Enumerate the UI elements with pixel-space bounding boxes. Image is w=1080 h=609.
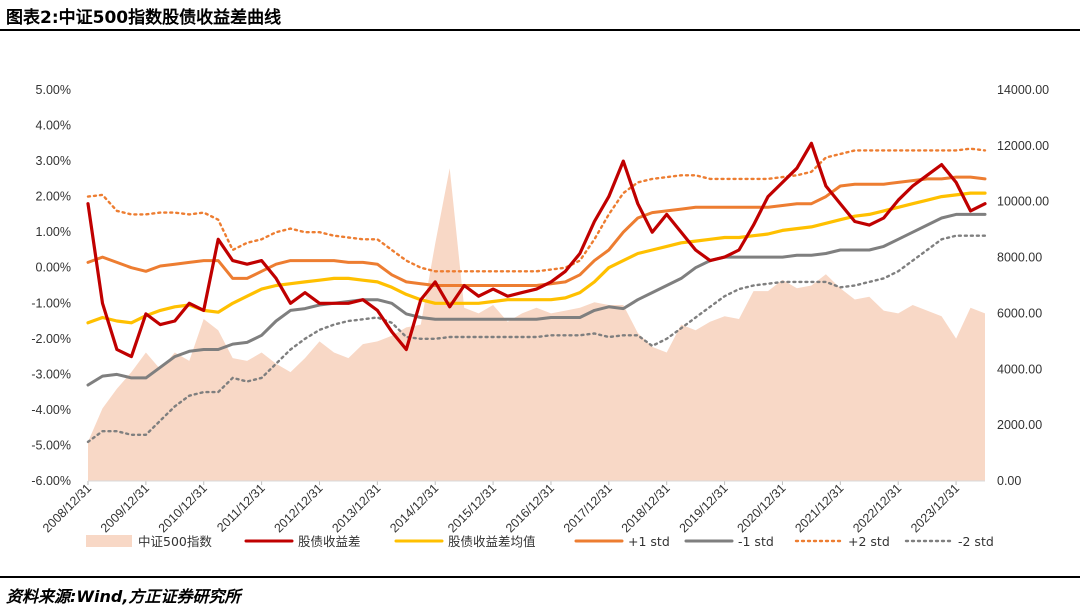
y-left-tick-label: 1.00% — [36, 225, 71, 239]
legend-item: -2 std — [904, 534, 994, 549]
legend-item: 中证500指数 — [86, 534, 212, 549]
series-line-minus2-std — [86, 234, 987, 444]
x-tick-label: 2019/12/31 — [677, 481, 731, 535]
x-tick-label: 2008/12/31 — [40, 481, 94, 535]
legend-swatch — [86, 535, 132, 547]
line-series-group — [86, 141, 987, 444]
source-note: 资料来源:Wind,方正证券研究所 — [6, 587, 241, 606]
x-tick-label: 2009/12/31 — [98, 481, 152, 535]
x-tick-label: 2012/12/31 — [271, 481, 325, 535]
series-line-mean — [86, 191, 987, 325]
x-tick-label: 2014/12/31 — [387, 481, 441, 535]
legend-label: +2 std — [848, 534, 890, 549]
y-left-tick-label: -2.00% — [31, 332, 71, 346]
x-tick-label: 2015/12/31 — [445, 481, 499, 535]
y-right-tick-label: 10000.00 — [997, 195, 1049, 209]
series-line-minus1-std — [86, 212, 987, 387]
y-left-tick-label: -4.00% — [31, 403, 71, 417]
series-line-plus1-std — [86, 175, 987, 287]
y-right-tick-label: 6000.00 — [997, 306, 1042, 320]
legend-item: +1 std — [574, 534, 670, 549]
legend-item: 股债收益差均值 — [394, 534, 536, 549]
y-right-axis: 14000.00 12000.00 10000.00 8000.00 6000.00 40… — [997, 83, 1049, 488]
x-tick-label: 2021/12/31 — [792, 481, 846, 535]
y-right-tick-label: 14000.00 — [997, 83, 1049, 97]
x-tick-label: 2011/12/31 — [214, 481, 268, 535]
y-left-tick-label: 3.00% — [36, 154, 71, 168]
x-tick-label: 2020/12/31 — [734, 481, 788, 535]
y-right-tick-label: 0.00 — [997, 474, 1021, 488]
legend-item: 股债收益差 — [244, 534, 361, 549]
y-right-tick-label: 2000.00 — [997, 418, 1042, 432]
y-right-tick-label: 8000.00 — [997, 251, 1042, 265]
y-right-tick-label: 4000.00 — [997, 362, 1042, 376]
series-line-spread — [86, 141, 987, 359]
legend-label: -1 std — [738, 534, 774, 549]
title-rule — [0, 29, 1080, 31]
source-rule — [0, 576, 1080, 578]
chart: 5.00% 4.00% 3.00% 2.00% 1.00% 0.00% -1.00% -2.0… — [31, 83, 1049, 549]
legend-label: 中证500指数 — [138, 534, 212, 549]
y-left-tick-label: 0.00% — [36, 261, 71, 275]
page-title: 图表2:中证500指数股债收益差曲线 — [6, 8, 282, 28]
y-right-tick-label: 12000.00 — [997, 139, 1049, 153]
y-left-tick-label: -1.00% — [31, 296, 71, 310]
y-left-tick-label: -5.00% — [31, 438, 71, 452]
legend: 中证500指数 股债收益差 股债收益差均值 +1 std -1 std +2 std -2 … — [86, 534, 994, 549]
y-left-tick-label: 5.00% — [36, 83, 71, 97]
x-tick-label: 2013/12/31 — [329, 481, 383, 535]
y-left-tick-label: 2.00% — [36, 190, 71, 204]
legend-item: +2 std — [794, 534, 890, 549]
x-axis: 2008/12/31 2009/12/31 2010/12/31 2011/12/31… — [40, 481, 962, 535]
legend-label: -2 std — [958, 534, 994, 549]
legend-label: 股债收益差 — [298, 534, 361, 549]
y-left-axis: 5.00% 4.00% 3.00% 2.00% 1.00% 0.00% -1.00% -2.0… — [31, 83, 71, 488]
y-left-tick-label: 4.00% — [36, 119, 71, 133]
y-left-tick-label: -3.00% — [31, 367, 71, 381]
x-tick-label: 2010/12/31 — [156, 481, 210, 535]
x-tick-label: 2017/12/31 — [561, 481, 615, 535]
series-line-plus2-std — [86, 147, 987, 273]
legend-label: 股债收益差均值 — [448, 534, 536, 549]
x-tick-label: 2023/12/31 — [908, 481, 962, 535]
x-tick-label: 2018/12/31 — [619, 481, 673, 535]
index-area — [88, 168, 985, 481]
index-area-series — [88, 168, 985, 481]
legend-label: +1 std — [628, 534, 670, 549]
x-tick-label: 2022/12/31 — [850, 481, 904, 535]
y-left-tick-label: -6.00% — [31, 474, 71, 488]
x-tick-label: 2016/12/31 — [503, 481, 557, 535]
legend-item: -1 std — [684, 534, 774, 549]
